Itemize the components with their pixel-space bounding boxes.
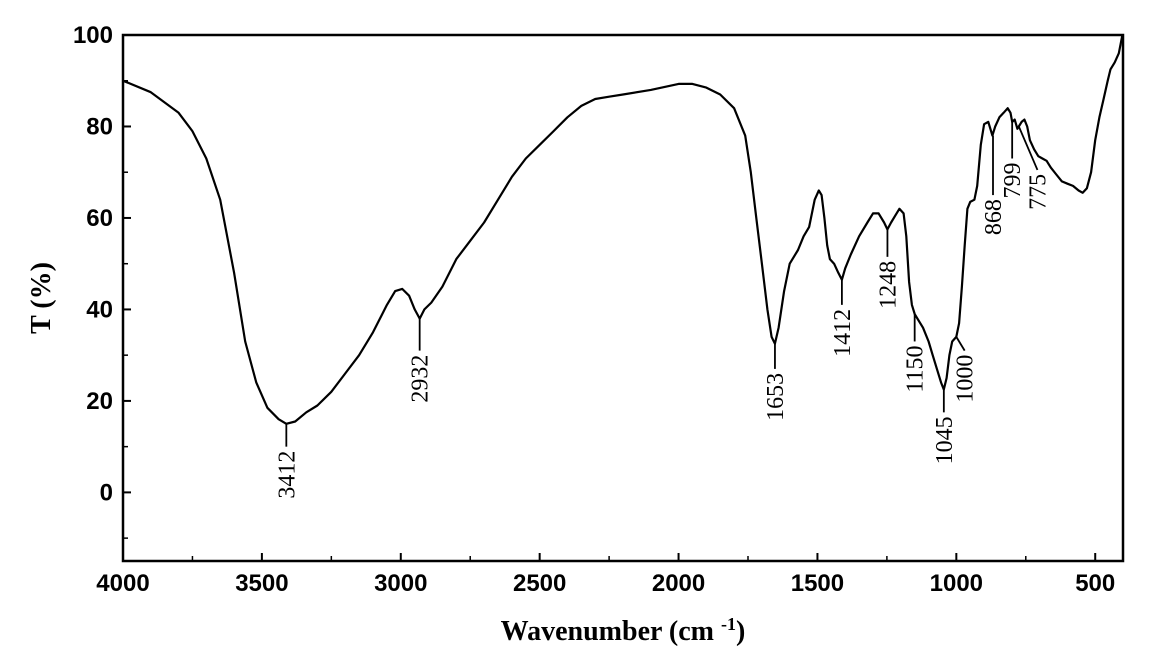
x-tick-label: 1000: [930, 570, 983, 597]
y-tick-label: 60: [86, 205, 113, 232]
ticks: 4000 3500 3000 2500 2000 1500 1000 500 0 20 40 60 80…: [73, 22, 1115, 597]
peak-label: 3412: [274, 451, 300, 499]
x-tick-label: 3000: [374, 570, 427, 597]
axis-titles: Wavenumber (cm -1) T (%): [26, 262, 745, 647]
peak-label: 2932: [408, 355, 434, 403]
peak-label: 868: [981, 199, 1007, 235]
y-tick-label: 80: [86, 113, 113, 140]
peak-label: 1248: [875, 261, 901, 309]
peak-leader-line: [955, 336, 966, 352]
peak-label: 1412: [830, 309, 856, 357]
peak-label: 775: [1025, 174, 1051, 210]
peak-label: 799: [1000, 162, 1026, 198]
peak-leader-line: [1018, 126, 1039, 171]
y-tick-label: 40: [86, 296, 113, 323]
peak-label: 1150: [903, 345, 929, 392]
plot-frame: [121, 33, 1125, 563]
peak-label: 1653: [763, 373, 789, 421]
y-tick-label: 20: [86, 388, 113, 415]
y-axis-title: T (%): [26, 262, 57, 334]
y-tick-label: 100: [73, 22, 113, 49]
x-tick-label: 500: [1075, 570, 1115, 597]
x-tick-label: 2500: [513, 570, 566, 597]
y-tick-label: 0: [100, 479, 113, 506]
spectrum-line: [122, 34, 1124, 425]
x-tick-label: 4000: [96, 570, 149, 597]
peak-label: 1045: [932, 416, 958, 464]
peak-label: 1000: [953, 355, 979, 403]
axes: [121, 33, 1125, 563]
x-axis-title: Wavenumber (cm -1): [501, 614, 746, 647]
x-tick-label: 2000: [652, 570, 705, 597]
series-layer: [122, 34, 1124, 425]
x-tick-label: 3500: [235, 570, 288, 597]
x-tick-label: 1500: [791, 570, 844, 597]
